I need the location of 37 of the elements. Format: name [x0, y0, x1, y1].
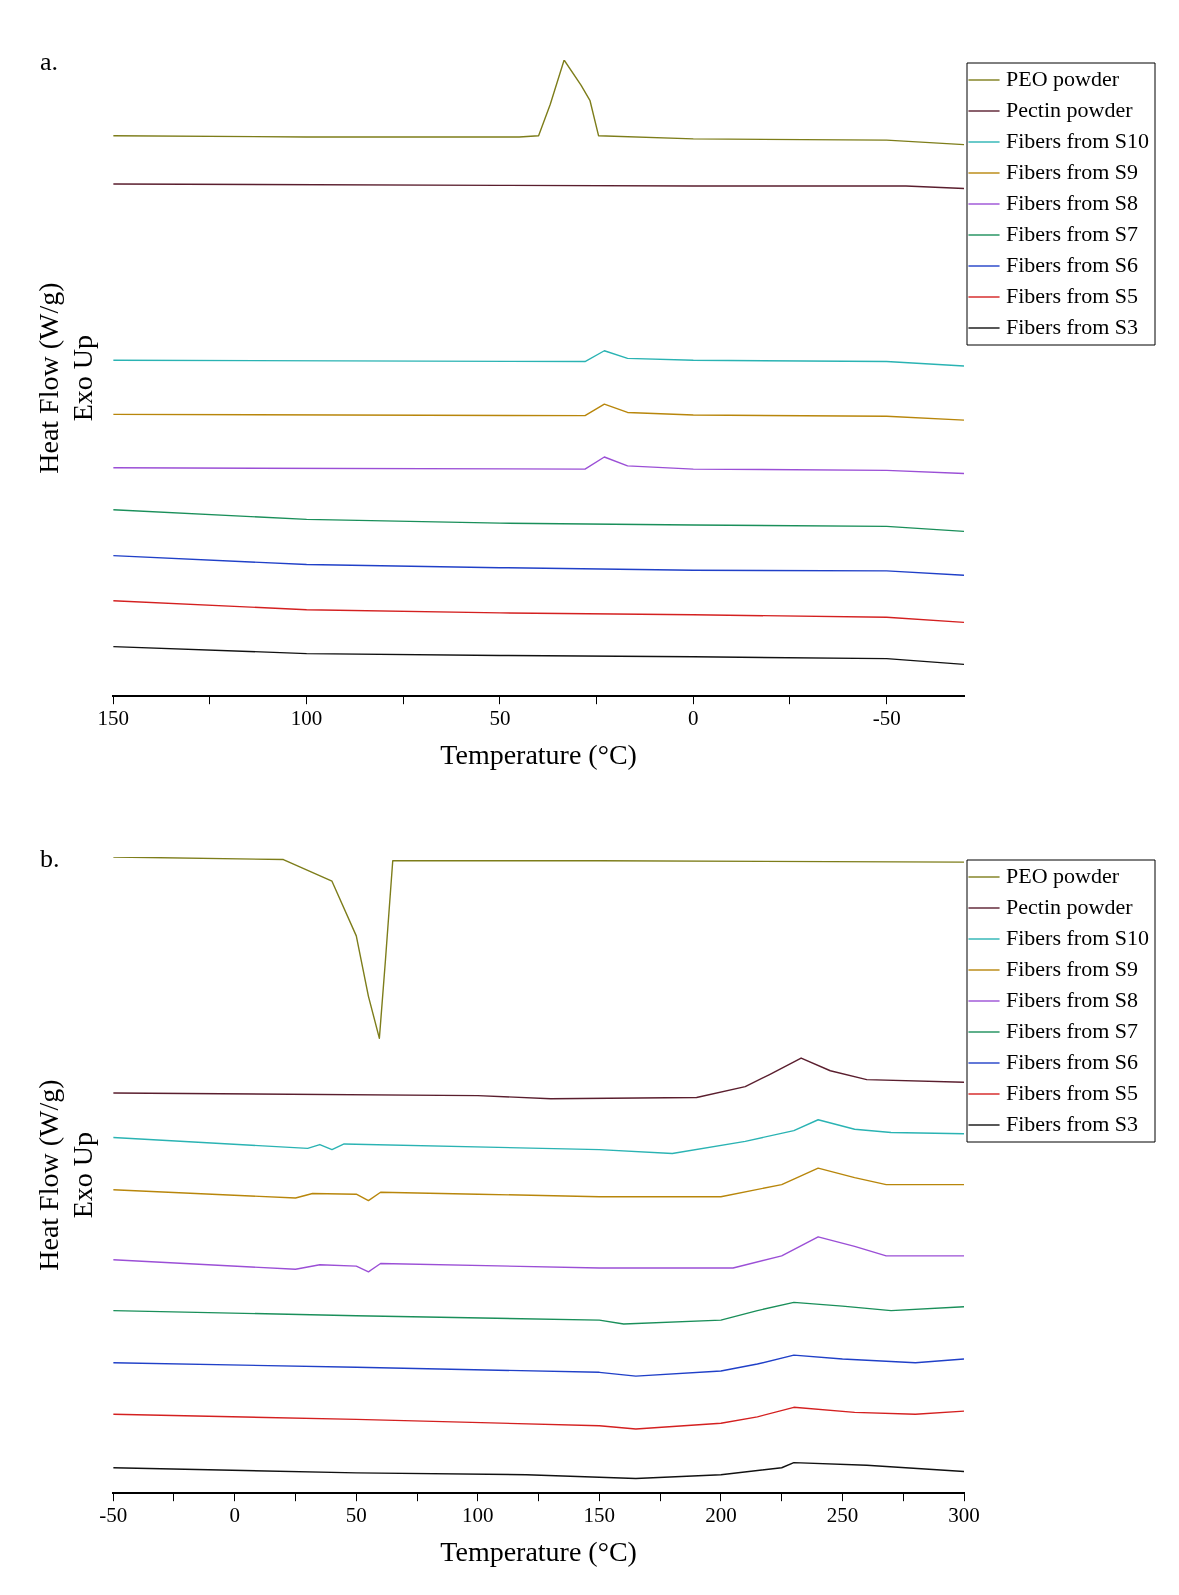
x-tick-label: 50: [345, 1503, 367, 1528]
legend-label: Fibers from S6: [1006, 251, 1138, 277]
legend-label: PEO powder: [1006, 65, 1120, 91]
x-tick-label: 50: [489, 706, 511, 731]
legend-label: Fibers from S8: [1006, 986, 1138, 1012]
text: b.: [40, 843, 60, 873]
legend-label: Fibers from S5: [1006, 282, 1138, 308]
y-axis-title: Heat Flow (W/g) Exo Up: [33, 282, 98, 474]
y-axis-title: Heat Flow (W/g) Exo Up: [33, 1079, 98, 1271]
legend-label: Fibers from S6: [1006, 1048, 1138, 1074]
x-tick-label: 150: [97, 706, 129, 731]
legend-label: Fibers from S9: [1006, 955, 1138, 981]
x-tick-label: 250: [826, 1503, 859, 1528]
x-axis-title: Temperature (°C): [440, 1535, 637, 1567]
x-tick-label: 100: [462, 1503, 494, 1528]
x-tick-label: 0: [229, 1503, 240, 1528]
x-tick-label: 150: [583, 1503, 616, 1528]
x-tick-label: 0: [688, 706, 699, 731]
x-tick-label: -50: [872, 706, 901, 731]
legend-label: Fibers from S10: [1006, 924, 1149, 950]
legend-label: Pectin powder: [1006, 893, 1134, 919]
legend-label: Fibers from S10: [1006, 127, 1149, 153]
legend-label: PEO powder: [1006, 862, 1120, 888]
legend-label: Fibers from S8: [1006, 189, 1138, 215]
legend-label: Fibers from S7: [1006, 1017, 1138, 1043]
legend-label: Pectin powder: [1006, 96, 1134, 122]
x-tick-label: 100: [290, 706, 323, 731]
text: a.: [40, 46, 59, 76]
legend-label: Fibers from S7: [1006, 220, 1138, 246]
legend-label: Fibers from S3: [1006, 1110, 1138, 1136]
legend-label: Fibers from S5: [1006, 1079, 1138, 1105]
legend-label: Fibers from S3: [1006, 313, 1138, 339]
x-tick-label: 300: [948, 1503, 980, 1528]
x-tick-label: -50: [99, 1503, 128, 1528]
x-axis-title: Temperature (°C): [440, 738, 637, 770]
legend-label: Fibers from S9: [1006, 158, 1138, 184]
x-tick-label: 200: [705, 1503, 737, 1528]
